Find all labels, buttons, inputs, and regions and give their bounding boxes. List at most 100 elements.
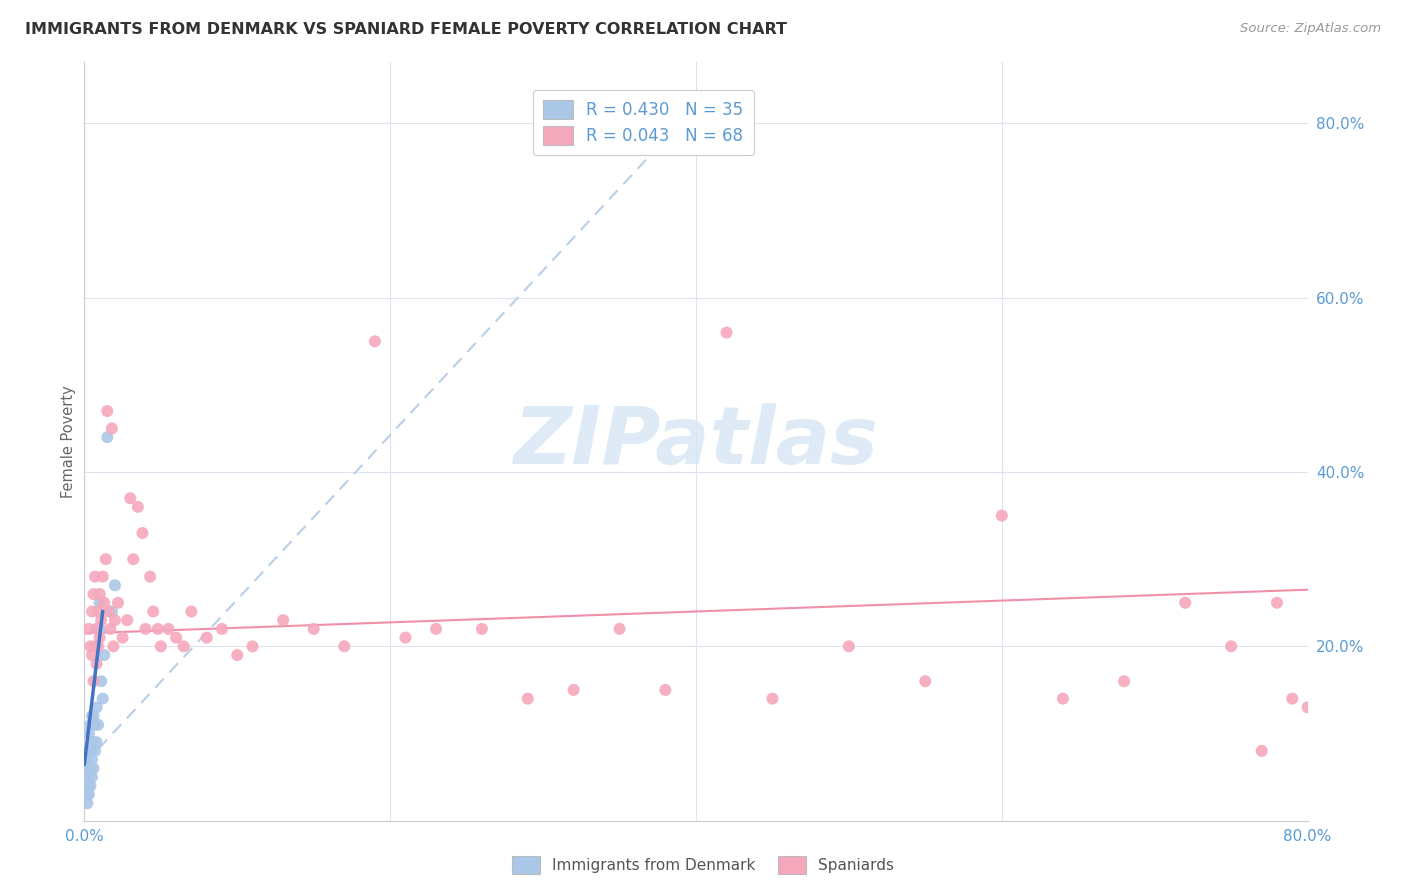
Point <box>122 552 145 566</box>
Point <box>149 640 172 654</box>
Point <box>1174 596 1197 610</box>
Point <box>271 613 294 627</box>
Point <box>87 718 110 732</box>
Point <box>609 622 631 636</box>
Point <box>104 613 127 627</box>
Point <box>838 640 860 654</box>
Point <box>1265 596 1288 610</box>
Point <box>83 587 105 601</box>
Point <box>84 569 107 583</box>
Point <box>80 648 103 662</box>
Point <box>77 726 100 740</box>
Point <box>90 613 112 627</box>
Point <box>654 682 676 697</box>
Point <box>716 326 738 340</box>
Point <box>1281 691 1303 706</box>
Point <box>302 622 325 636</box>
Point <box>77 788 100 802</box>
Point <box>103 640 125 654</box>
Point <box>131 526 153 541</box>
Point <box>157 622 180 636</box>
Point <box>115 613 138 627</box>
Point <box>96 404 118 418</box>
Point <box>1250 744 1272 758</box>
Point <box>91 569 114 583</box>
Point <box>87 640 110 654</box>
Text: Source: ZipAtlas.com: Source: ZipAtlas.com <box>1240 22 1381 36</box>
Point <box>84 640 107 654</box>
Point <box>86 657 108 671</box>
Point <box>86 700 108 714</box>
Point <box>242 640 264 654</box>
Point <box>77 761 100 775</box>
Point <box>83 674 105 689</box>
Point <box>107 596 129 610</box>
Point <box>77 744 100 758</box>
Point <box>211 622 233 636</box>
Point <box>79 718 101 732</box>
Point <box>84 744 107 758</box>
Point <box>80 770 103 784</box>
Point <box>111 631 134 645</box>
Point <box>86 622 108 636</box>
Point <box>86 735 108 749</box>
Legend: Immigrants from Denmark, Spaniards: Immigrants from Denmark, Spaniards <box>506 850 900 880</box>
Point <box>173 640 195 654</box>
Point <box>165 631 187 645</box>
Point <box>101 421 124 435</box>
Point <box>83 735 105 749</box>
Point <box>333 640 356 654</box>
Point <box>87 605 110 619</box>
Point <box>104 578 127 592</box>
Point <box>76 770 98 784</box>
Point <box>127 500 149 514</box>
Point <box>75 779 97 793</box>
Point <box>101 605 124 619</box>
Point <box>79 640 101 654</box>
Point <box>562 682 585 697</box>
Point <box>79 761 101 775</box>
Point <box>139 569 162 583</box>
Point <box>83 761 105 775</box>
Point <box>1220 640 1243 654</box>
Point <box>93 596 115 610</box>
Point <box>98 622 121 636</box>
Point <box>89 622 111 636</box>
Point <box>991 508 1014 523</box>
Point <box>80 753 103 767</box>
Point <box>142 605 165 619</box>
Y-axis label: Female Poverty: Female Poverty <box>60 385 76 498</box>
Point <box>79 779 101 793</box>
Point <box>94 552 117 566</box>
Point <box>96 430 118 444</box>
Point <box>761 691 783 706</box>
Point <box>146 622 169 636</box>
Point <box>195 631 218 645</box>
Point <box>914 674 936 689</box>
Point <box>77 622 100 636</box>
Point <box>97 605 120 619</box>
Point <box>1052 691 1074 706</box>
Point <box>83 709 105 723</box>
Point <box>90 674 112 689</box>
Point <box>76 753 98 767</box>
Point <box>516 691 538 706</box>
Point <box>89 587 111 601</box>
Point <box>80 735 103 749</box>
Point <box>80 605 103 619</box>
Point <box>1296 700 1319 714</box>
Text: IMMIGRANTS FROM DENMARK VS SPANIARD FEMALE POVERTY CORRELATION CHART: IMMIGRANTS FROM DENMARK VS SPANIARD FEMA… <box>25 22 787 37</box>
Legend: R = 0.430   N = 35, R = 0.043   N = 68: R = 0.430 N = 35, R = 0.043 N = 68 <box>533 90 754 155</box>
Point <box>394 631 416 645</box>
Point <box>425 622 447 636</box>
Point <box>80 709 103 723</box>
Point <box>76 788 98 802</box>
Point <box>180 605 202 619</box>
Point <box>89 596 111 610</box>
Point <box>1114 674 1136 689</box>
Point <box>77 779 100 793</box>
Point <box>471 622 494 636</box>
Point <box>89 631 111 645</box>
Point <box>364 334 387 349</box>
Point <box>84 718 107 732</box>
